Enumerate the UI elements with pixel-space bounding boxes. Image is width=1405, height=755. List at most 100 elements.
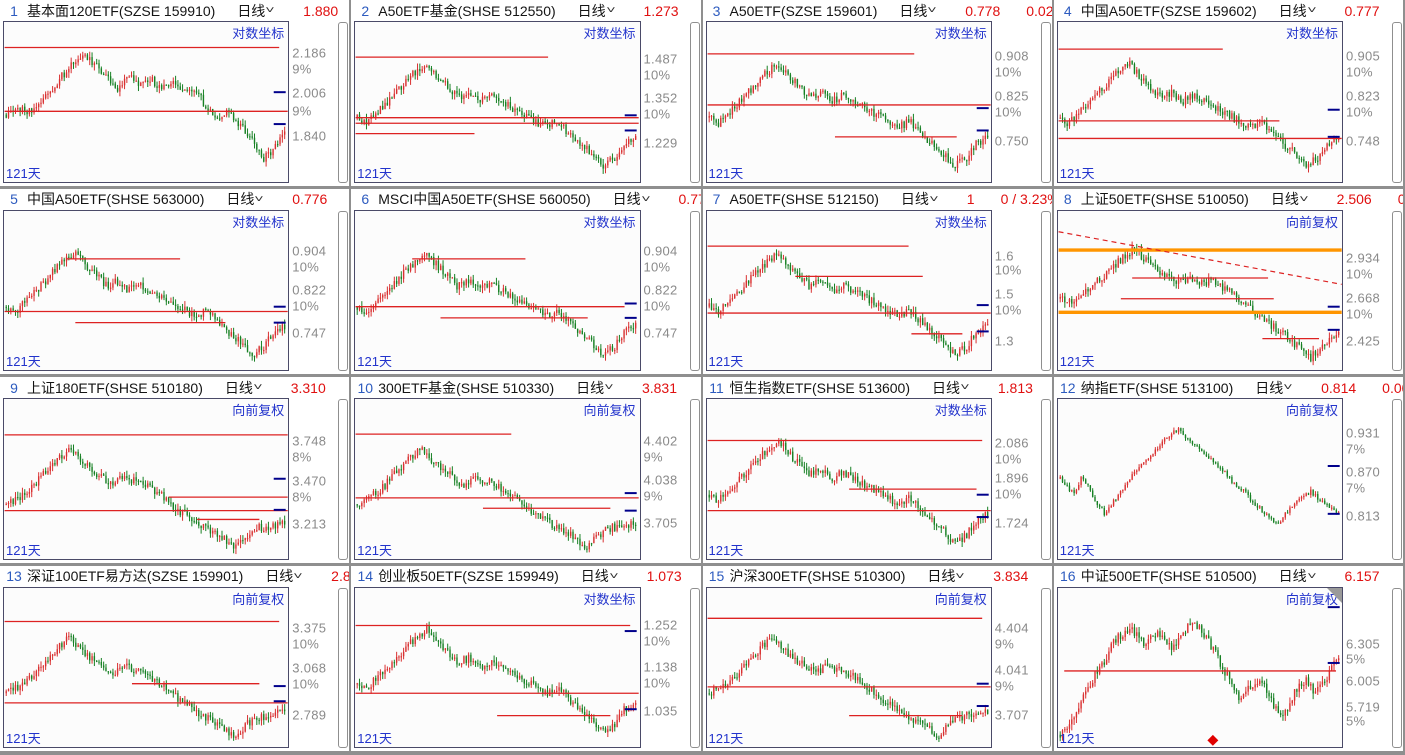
- chart-area[interactable]: 对数坐标 121天: [705, 398, 992, 560]
- period-dropdown[interactable]: 日线 ˅: [1255, 378, 1293, 398]
- panel-scrollbar[interactable]: [338, 210, 349, 371]
- candlestick-plot[interactable]: [4, 22, 288, 182]
- chevron-down-icon: ˅: [265, 5, 275, 16]
- period-dropdown[interactable]: 日线 ˅: [901, 189, 939, 209]
- period-dropdown[interactable]: 日线 ˅: [581, 566, 619, 586]
- chart-panel-7[interactable]: 7 A50ETF (SHSE 512150) 日线 ˅ 1 0 / 3.23% …: [702, 188, 1052, 374]
- candlestick-plot[interactable]: [1058, 399, 1342, 559]
- chart-panel-9[interactable]: 9 上证180ETF (SHSE 510180) 日线 ˅ 3.310 0.09…: [0, 377, 350, 563]
- axis-label: 10%: [292, 298, 320, 313]
- chart-panel-8[interactable]: 8 上证50ETF (SHSE 510050) 日线 ˅ 2.506 0.081…: [1053, 188, 1403, 374]
- period-dropdown[interactable]: 日线 ˅: [578, 1, 616, 21]
- candlestick-plot[interactable]: [1058, 588, 1342, 748]
- chart-area[interactable]: 向前复权 121天: [705, 586, 992, 748]
- chart-area[interactable]: 向前复权 121天: [1056, 398, 1343, 560]
- chart-area[interactable]: 对数坐标 121天: [354, 586, 641, 748]
- chart-panel-10[interactable]: 10 300ETF基金 (SHSE 510330) 日线 ˅ 3.831 0.1…: [351, 377, 701, 563]
- period-label: 日线: [1255, 379, 1284, 396]
- chart-panel-12[interactable]: 12 纳指ETF (SHSE 513100) 日线 ˅ 0.814 0.001 …: [1053, 377, 1403, 563]
- panel-scrollbar[interactable]: [1040, 210, 1051, 371]
- panel-scrollbar[interactable]: [1392, 22, 1402, 183]
- period-dropdown[interactable]: 日线 ˅: [613, 189, 651, 209]
- panel-scrollbar[interactable]: [338, 22, 349, 183]
- candlestick-plot[interactable]: [1058, 211, 1342, 371]
- period-dropdown[interactable]: 日线 ˅: [1279, 1, 1317, 21]
- chevron-down-icon: ˅: [253, 382, 263, 393]
- candlestick-plot[interactable]: [355, 22, 639, 182]
- candlestick-plot[interactable]: [707, 588, 991, 748]
- candlestick-plot[interactable]: [707, 399, 991, 559]
- panel-scrollbar[interactable]: [689, 210, 700, 371]
- period-dropdown[interactable]: 日线 ˅: [1279, 566, 1317, 586]
- price-axis: 2.934 10% 2.668 10% 2.425: [1344, 210, 1390, 372]
- chart-area[interactable]: 对数坐标 121天: [705, 209, 992, 371]
- candlestick-plot[interactable]: [707, 22, 991, 182]
- period-dropdown[interactable]: 日线 ˅: [1271, 189, 1309, 209]
- chart-area[interactable]: 向前复权 121天: [3, 398, 290, 560]
- chart-panel-2[interactable]: 2 A50ETF基金 (SHSE 512550) 日线 ˅ 1.273 0.04…: [351, 0, 701, 186]
- last-price: 1: [966, 191, 975, 207]
- period-dropdown[interactable]: 日线 ˅: [932, 378, 970, 398]
- panel-scrollbar[interactable]: [689, 22, 700, 183]
- panel-scrollbar[interactable]: [1392, 399, 1402, 560]
- chart-panel-16[interactable]: 16 中证500ETF (SHSE 510500) 日线 ˅ 6.157 0.1…: [1053, 565, 1403, 751]
- panel-scrollbar[interactable]: [1392, 210, 1402, 371]
- chart-area[interactable]: 对数坐标 121天: [705, 21, 992, 183]
- chart-area[interactable]: 向前复权 121天: [354, 398, 641, 560]
- candlestick-plot[interactable]: [4, 211, 288, 371]
- chart-panel-4[interactable]: 4 中国A50ETF (SZSE 159602) 日线 ˅ 0.777 0.02…: [1053, 0, 1403, 186]
- period-dropdown[interactable]: 日线 ˅: [576, 378, 614, 398]
- panel-body: 对数坐标 121天 0.904 10% 0.822 10% 0.747: [0, 209, 349, 375]
- chart-area[interactable]: 对数坐标 121天: [3, 21, 290, 183]
- chart-panel-3[interactable]: 3 A50ETF (SZSE 159601) 日线 ˅ 0.778 0.028 …: [702, 0, 1052, 186]
- instrument-name: 恒生指数ETF: [729, 379, 812, 396]
- axis-label: 10%: [643, 67, 671, 83]
- instrument-code: (SZSE 159910): [118, 2, 216, 19]
- candlestick-plot[interactable]: [4, 588, 288, 748]
- axis-label: 1.352: [643, 90, 678, 106]
- chart-area[interactable]: 对数坐标 121天: [1056, 21, 1343, 183]
- last-price: 1.273: [643, 2, 679, 19]
- last-price: 3.310: [290, 379, 326, 396]
- chart-area[interactable]: 向前复权 121天: [3, 586, 290, 748]
- panel-index: 11: [709, 379, 724, 396]
- chart-panel-1[interactable]: 1 基本面120ETF (SZSE 159910) 日线 ˅ 1.880 0.0…: [0, 0, 350, 186]
- panel-scrollbar[interactable]: [338, 587, 349, 748]
- panel-scrollbar[interactable]: [1040, 399, 1051, 560]
- period-dropdown[interactable]: 日线 ˅: [927, 566, 965, 586]
- chart-panel-5[interactable]: 5 中国A50ETF (SHSE 563000) 日线 ˅ 0.776 0.02…: [0, 188, 350, 375]
- chevron-down-icon: ˅: [960, 382, 970, 393]
- panel-scrollbar[interactable]: [1040, 587, 1051, 748]
- period-dropdown[interactable]: 日线 ˅: [265, 566, 303, 586]
- chart-panel-14[interactable]: 14 创业板50ETF (SZSE 159949) 日线 ˅ 1.073 0.0…: [351, 565, 701, 751]
- candlestick-plot[interactable]: [4, 399, 288, 559]
- period-dropdown[interactable]: 日线 ˅: [237, 1, 275, 21]
- candlestick-plot[interactable]: [355, 588, 639, 748]
- period-dropdown[interactable]: 日线 ˅: [899, 1, 937, 21]
- price-axis: 1.252 10% 1.138 10% 1.035: [642, 587, 688, 749]
- panel-scrollbar[interactable]: [689, 587, 700, 748]
- candlestick-plot[interactable]: [707, 211, 991, 371]
- chart-area[interactable]: 对数坐标 121天: [354, 209, 641, 371]
- panel-scrollbar[interactable]: [1392, 587, 1402, 748]
- panel-scrollbar[interactable]: [338, 399, 349, 560]
- panel-index: 4: [1063, 2, 1072, 19]
- candlestick-plot[interactable]: [355, 399, 639, 559]
- chart-area[interactable]: 向前复权 121天: [1056, 586, 1343, 748]
- chart-panel-13[interactable]: 13 深证100ETF易方达 (SZSE 159901) 日线 ˅ 2.895 …: [0, 565, 350, 751]
- chart-panel-6[interactable]: 6 MSCI中国A50ETF (SHSE 560050) 日线 ˅ 0.776 …: [351, 188, 701, 374]
- chart-area[interactable]: 对数坐标 121天: [354, 21, 641, 183]
- axis-label: 2.006: [292, 85, 327, 101]
- panel-body: 向前复权 121天 0.931 7% 0.870 7% 0.813: [1054, 398, 1403, 563]
- period-dropdown[interactable]: 日线 ˅: [225, 378, 263, 398]
- scale-annotation: 向前复权: [232, 591, 285, 607]
- chart-panel-15[interactable]: 15 沪深300ETF (SHSE 510300) 日线 ˅ 3.834 0.1…: [702, 565, 1052, 751]
- chart-area[interactable]: 向前复权 121天: [1056, 209, 1343, 371]
- chart-panel-11[interactable]: 11 恒生指数ETF (SHSE 513600) 日线 ˅ 1.813 0.08…: [702, 377, 1052, 563]
- panel-scrollbar[interactable]: [1040, 22, 1051, 183]
- period-dropdown[interactable]: 日线 ˅: [226, 189, 264, 209]
- chart-area[interactable]: 对数坐标 121天: [3, 209, 290, 371]
- panel-scrollbar[interactable]: [689, 399, 700, 560]
- candlestick-plot[interactable]: [355, 211, 639, 371]
- candlestick-plot[interactable]: [1058, 22, 1342, 182]
